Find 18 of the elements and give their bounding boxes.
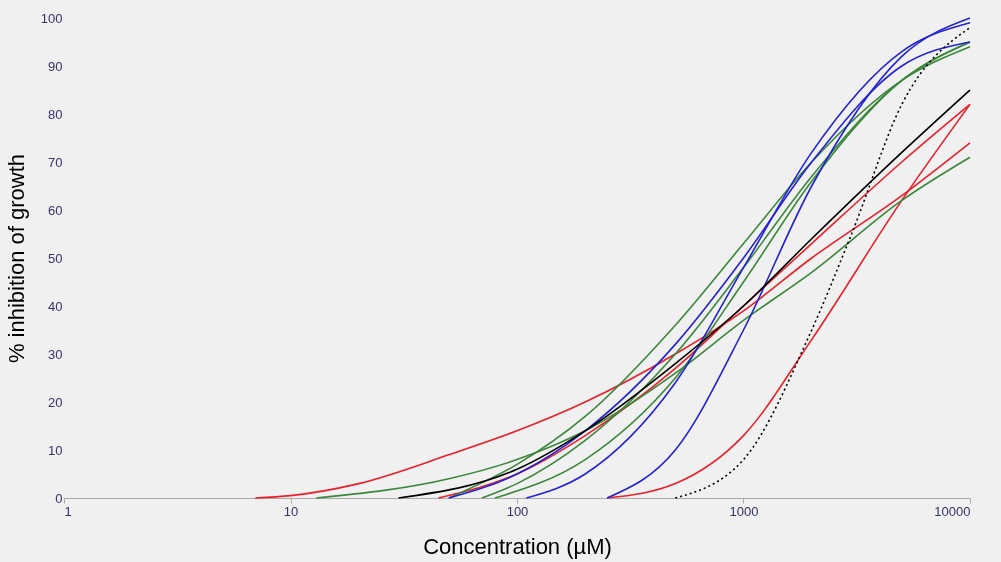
y-tick-label: 90	[48, 58, 63, 74]
y-tick-label: 100	[40, 10, 63, 26]
y-tick-label: 10	[48, 442, 63, 458]
y-tick-label: 80	[48, 106, 63, 122]
x-tick-label: 1	[64, 503, 72, 519]
y-tick-label: 30	[48, 346, 63, 362]
y-tick-label: 70	[48, 154, 63, 170]
y-tick-label: 0	[55, 490, 63, 506]
y-tick-label: 40	[48, 298, 63, 314]
x-tick-label: 1000	[729, 503, 759, 519]
y-axis-title: % inhibition of growth	[3, 153, 29, 364]
x-axis-title: Concentration (µM)	[423, 533, 612, 559]
x-tick-label: 10000	[934, 503, 971, 519]
x-tick-label: 100	[506, 503, 529, 519]
y-tick-label: 20	[48, 394, 63, 410]
y-tick-label: 60	[48, 202, 63, 218]
x-tick-label: 10	[283, 503, 299, 519]
y-tick-label: 50	[48, 250, 63, 266]
